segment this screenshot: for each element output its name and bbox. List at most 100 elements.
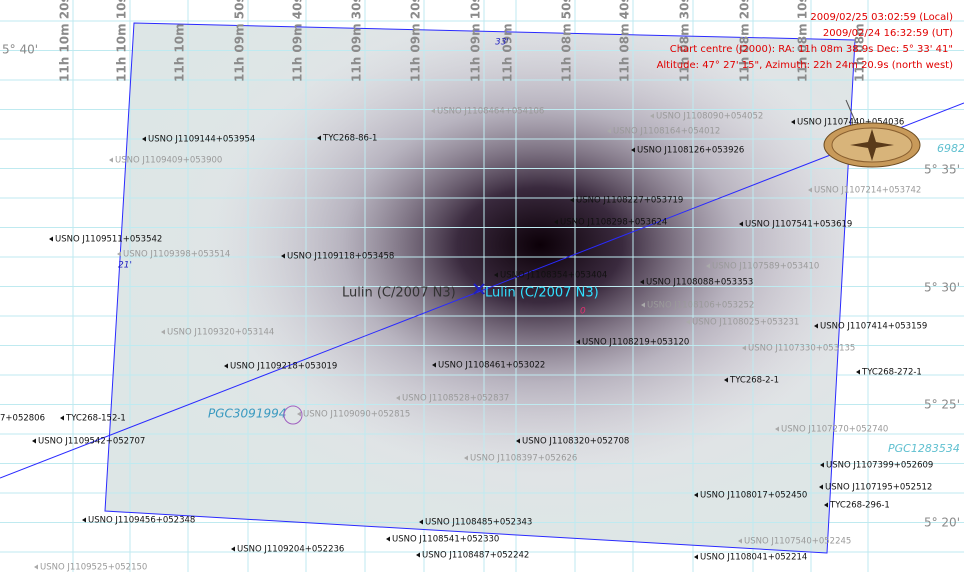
object-marker (396, 395, 400, 401)
object-marker (49, 236, 53, 242)
object-label: USNO J1109090+052815 (303, 410, 410, 420)
dec-label: 5° 35' (924, 163, 960, 177)
object-marker (317, 135, 321, 141)
object-label: USNO J1108528+052837 (402, 394, 509, 404)
object-label: TYC268-296-1 (829, 501, 890, 511)
grid-mark: 33' (495, 38, 509, 48)
grid-mark: 0 (580, 307, 586, 317)
object-marker (554, 219, 558, 225)
object-marker (739, 221, 743, 227)
object-marker (297, 411, 301, 417)
dec-label: 5° 40' (2, 43, 38, 57)
ra-label: 11h 09m 50s (233, 0, 247, 82)
object-label: USNO J1108461+053022 (438, 361, 545, 371)
object-marker (791, 119, 795, 125)
ra-label: 11h 08m 40s (618, 0, 632, 82)
dec-label: 5° 30' (924, 281, 960, 295)
info-line: 2009/02/24 16:32:59 (UT) (823, 28, 953, 39)
object-label: USNO J1109320+053144 (167, 328, 274, 338)
object-label: USNO J1108298+053624 (560, 218, 667, 228)
object-label: USNO J1109144+053954 (148, 135, 255, 145)
object-marker (386, 536, 390, 542)
ra-label: 11h 09m 40s (291, 0, 305, 82)
object-label: USNO J1107540+052245 (744, 537, 851, 547)
object-label: USNO J1107541+053619 (745, 220, 852, 230)
object-marker (516, 438, 520, 444)
object-label: USNO J1107214+053742 (814, 186, 921, 196)
object-marker (694, 492, 698, 498)
object-label: USNO J1107414+053159 (820, 322, 927, 332)
object-marker (631, 147, 635, 153)
object-label: USNO J1108126+053926 (637, 146, 744, 156)
info-line: Altitude: 47° 27' 15", Azimuth: 22h 24m … (657, 60, 954, 71)
object-marker (820, 462, 824, 468)
object-marker (724, 377, 728, 383)
object-marker (814, 323, 818, 329)
comet-marker (473, 283, 485, 295)
object-label: USNO J1108541+052330 (392, 535, 499, 545)
galaxy-label: 6982 (937, 142, 964, 155)
object-label: USNO J1108041+052214 (700, 553, 807, 563)
dec-label: 5° 20' (924, 516, 960, 530)
object-marker (686, 319, 690, 325)
object-label: USNO J1109398+053514 (123, 250, 230, 260)
ra-label: 11h 08m (853, 23, 867, 82)
ra-label: 11h 10m 10s (115, 0, 129, 82)
galaxy-marker (283, 405, 303, 425)
object-label: USNO J1107399+052609 (826, 461, 933, 471)
object-marker (808, 187, 812, 193)
image-frame (104, 22, 856, 554)
object-label: USNO J1109525+052150 (40, 563, 147, 572)
object-marker (641, 302, 645, 308)
object-marker (416, 552, 420, 558)
object-label: USNO J1108487+052242 (422, 551, 529, 561)
object-marker (419, 519, 423, 525)
object-marker (640, 279, 644, 285)
ra-label: 11h 09m 30s (350, 0, 364, 82)
ra-label: 11h 08m 30s (678, 0, 692, 82)
object-marker (117, 251, 121, 257)
object-marker (856, 369, 860, 375)
info-line: Chart centre (J2000): RA: 11h 08m 38.9s … (670, 44, 953, 55)
object-label: USNO J1108464+054106 (437, 107, 544, 117)
info-line: 2009/02/25 03:02:59 (Local) (810, 12, 953, 23)
ra-label: 11h 09m 10s (469, 0, 483, 82)
object-marker (432, 362, 436, 368)
object-marker (231, 546, 235, 552)
object-label: USNO J1108219+053120 (582, 338, 689, 348)
object-label: USNO J1109456+052348 (88, 516, 195, 526)
object-label: TYC268-2-1 (729, 376, 779, 386)
galaxy-label: PGC3091994 (208, 407, 286, 421)
object-label: TYC268-86-1 (322, 134, 377, 144)
object-label: USNO J1108227+053719 (576, 196, 683, 206)
object-label: USNO J1108485+052343 (425, 518, 532, 528)
ra-label: 11h 09m 20s (409, 0, 423, 82)
object-label: USNO J1109511+053542 (55, 235, 162, 245)
object-label: USNO J1107195+052512 (825, 483, 932, 493)
ra-label: 11h 10m (173, 23, 187, 82)
object-label: USNO J1109118+053458 (287, 252, 394, 262)
ra-label: 11h 10m 20s (58, 0, 72, 82)
object-marker (576, 339, 580, 345)
object-label: USNO J1109542+052707 (38, 437, 145, 447)
object-marker (109, 157, 113, 163)
object-marker (281, 253, 285, 259)
object-marker (706, 263, 710, 269)
object-marker (742, 345, 746, 351)
object-marker (775, 426, 779, 432)
object-label: USNO J1109204+052236 (237, 545, 344, 555)
object-label: USNO J1108017+052450 (700, 491, 807, 501)
object-marker (738, 538, 742, 544)
object-marker (607, 128, 611, 134)
dec-label: 5° 25' (924, 398, 960, 412)
object-label: USNO J1108164+054012 (613, 127, 720, 137)
object-marker (142, 136, 146, 142)
object-label: USNO J1107330+053135 (748, 344, 855, 354)
object-marker (494, 272, 498, 278)
object-marker (824, 502, 828, 508)
object-label: 7+052806 (0, 414, 45, 424)
ra-label: 11h 09m (501, 23, 515, 82)
